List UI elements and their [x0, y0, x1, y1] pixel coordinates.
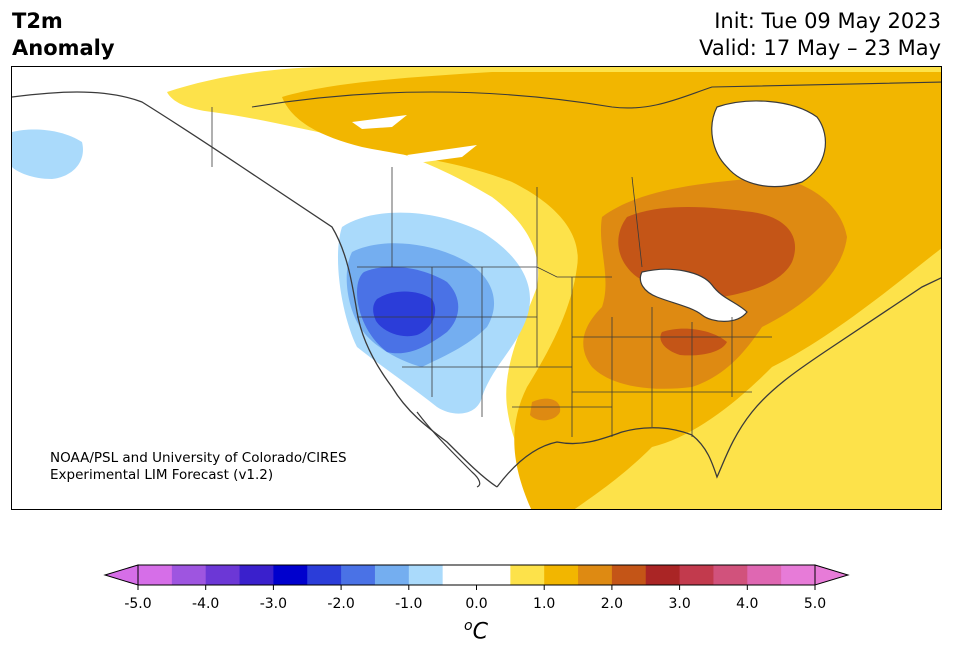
- cool-region-alaska: [12, 129, 83, 179]
- valid-range: Valid: 17 May – 23 May: [699, 36, 941, 60]
- colorbar-bin: [781, 565, 816, 585]
- colorbar-tick-label: 4.0: [736, 596, 759, 612]
- colorbar-bin: [408, 565, 444, 585]
- anomaly-map: [12, 67, 941, 509]
- warm-region-core-2: [660, 328, 727, 356]
- colorbar-bin: [374, 565, 410, 585]
- title-left: T2m Anomaly: [12, 8, 115, 62]
- cool-region-core: [373, 291, 436, 337]
- colorbar-unit: oC: [464, 618, 488, 645]
- colorbar-bin: [713, 565, 748, 585]
- title-subtitle: Anomaly: [12, 36, 115, 60]
- colorbar-bin: [138, 565, 173, 585]
- colorbar-tick-label: -1.0: [395, 596, 423, 612]
- colorbar-bin: [645, 565, 681, 585]
- colorbar: -5.0 -4.0 -3.0 -2.0 -1.0 0.0 1.0 2.0 3.0 4.0 5.0 o…: [0, 560, 953, 656]
- great-lakes: [639, 268, 748, 322]
- colorbar-bin: [442, 565, 477, 585]
- coastline-baja: [416, 411, 481, 488]
- colorbar-tick-label: 5.0: [803, 596, 827, 612]
- colorbar-tick-label: -3.0: [259, 596, 288, 612]
- colorbar-bin: [476, 565, 511, 585]
- colorbar-bin: [578, 565, 613, 585]
- colorbar-over-extension: [814, 564, 850, 586]
- colorbar-tick-label: -4.0: [192, 596, 220, 612]
- colorbar-tick-label: -5.0: [124, 596, 152, 612]
- colorbar-bin: [171, 565, 207, 585]
- credit-line-1: NOAA/PSL and University of Colorado/CIRE…: [50, 450, 347, 466]
- colorbar-tick-label: 0.0: [465, 596, 488, 612]
- colorbar-bin: [544, 565, 579, 585]
- map-panel: NOAA/PSL and University of Colorado/CIRE…: [11, 66, 942, 510]
- colorbar-tick-label: 2.0: [600, 596, 624, 612]
- colorbar-under-extension: [103, 564, 139, 586]
- colorbar-bin: [611, 565, 647, 585]
- credit-text: NOAA/PSL and University of Colorado/CIRE…: [50, 450, 347, 484]
- colorbar-bin: [510, 565, 545, 585]
- colorbar-tick-label: -2.0: [327, 596, 355, 612]
- colorbar-bin: [341, 565, 376, 585]
- title-right: Init: Tue 09 May 2023 Valid: 17 May – 23…: [699, 8, 941, 62]
- colorbar-bin: [273, 565, 308, 585]
- init-date: Init: Tue 09 May 2023: [714, 9, 941, 33]
- colorbar-tick-label: 3.0: [668, 596, 691, 612]
- hudson-bay: [711, 100, 826, 188]
- colorbar-bin: [747, 565, 782, 585]
- coastline-north: [251, 81, 941, 109]
- lake-athabasca: [407, 145, 477, 163]
- colorbar-bin: [239, 565, 274, 585]
- colorbar-svg: [103, 564, 850, 590]
- warm-region-texas: [530, 398, 561, 421]
- colorbar-bin: [307, 565, 342, 585]
- colorbar-bin: [205, 565, 241, 585]
- title-variable: T2m: [12, 9, 63, 33]
- coastline-gulf: [496, 277, 941, 488]
- political-boundaries: [211, 107, 772, 437]
- great-slave-lake: [352, 115, 407, 129]
- credit-line-2: Experimental LIM Forecast (v1.2): [50, 467, 274, 483]
- colorbar-bin: [679, 565, 714, 585]
- colorbar-tick-label: 1.0: [533, 596, 556, 612]
